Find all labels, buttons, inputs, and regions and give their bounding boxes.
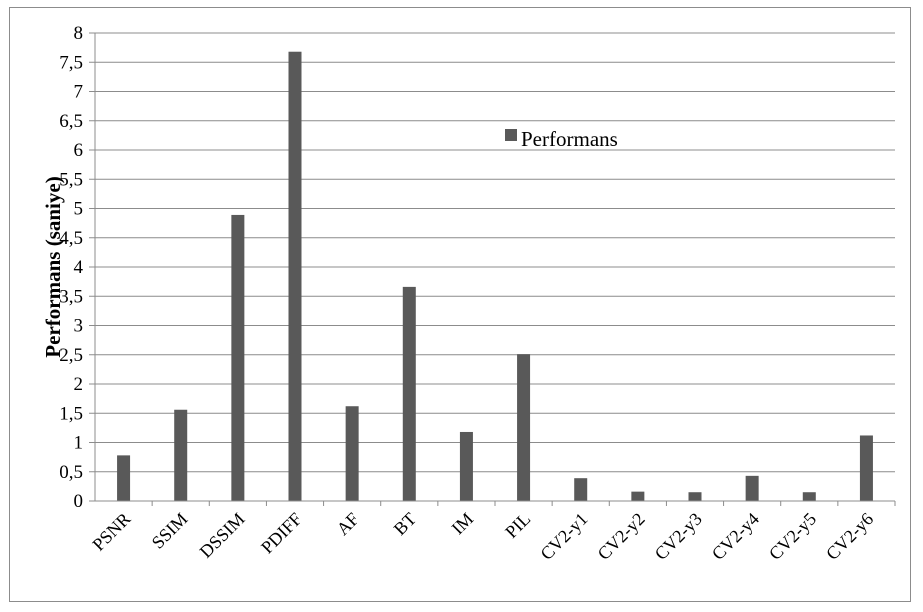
x-tick-label: PIL xyxy=(501,509,534,542)
axes xyxy=(94,33,896,506)
y-tick-label: 0,5 xyxy=(59,462,83,483)
y-tick-label: 4 xyxy=(74,257,84,278)
x-tick-label: CV2-y5 xyxy=(765,509,820,564)
x-tick-label: BT xyxy=(390,509,420,539)
bar-dssim xyxy=(231,214,245,501)
y-tick-label: 4,5 xyxy=(59,228,83,249)
y-tick-label: 2 xyxy=(74,374,84,395)
y-tick-label: 6 xyxy=(74,140,84,161)
y-tick-label: 7,5 xyxy=(59,52,83,73)
y-tick-label: 6,5 xyxy=(59,111,83,132)
x-tick-label: AF xyxy=(333,509,363,539)
x-tick-label: PDIFF xyxy=(257,509,306,558)
y-tick-label: 5 xyxy=(74,199,84,220)
legend-label: Performans xyxy=(521,127,618,151)
x-tick-label: CV2-y1 xyxy=(536,509,591,564)
bar-pil xyxy=(517,354,531,501)
y-tick-label: 8 xyxy=(74,23,84,44)
x-tick-label: CV2-y3 xyxy=(651,509,706,564)
bar-af xyxy=(345,406,359,501)
bar-ssim xyxy=(174,409,188,501)
bar-psnr xyxy=(117,455,131,501)
x-tick-label: CV2-y4 xyxy=(708,509,763,564)
legend: Performans xyxy=(505,127,618,151)
y-tick-label: 0 xyxy=(74,491,84,512)
y-tick-labels: 0 0,5 1 1,5 2 2,5 3 3,5 4 4,5 5 5,5 6 6,5 7 7,5 8 xyxy=(59,23,83,512)
bar-cv2-y3 xyxy=(688,492,702,501)
x-tick-label: CV2-y6 xyxy=(822,509,877,564)
bars xyxy=(117,51,873,501)
y-tick-label: 3 xyxy=(74,316,84,337)
chart-frame xyxy=(9,7,911,602)
x-tick-label: SSIM xyxy=(148,509,192,553)
bar-cv2-y1 xyxy=(574,478,588,501)
y-tick-label: 1,5 xyxy=(59,403,83,424)
x-tick-labels: PSNR SSIM DSSIM PDIFF AF BT IM PIL CV2-y1 CV2-y2 C… xyxy=(88,509,877,564)
y-tick-label: 1 xyxy=(74,433,84,454)
y-tick-label: 7 xyxy=(74,82,84,103)
bar-cv2-y2 xyxy=(631,491,645,501)
bar-bt xyxy=(402,286,416,501)
x-tick-label: IM xyxy=(448,509,478,539)
x-tick-label: PSNR xyxy=(88,509,134,555)
bar-pdiff xyxy=(288,51,302,501)
x-tick-label: CV2-y2 xyxy=(594,509,649,564)
gridlines xyxy=(89,32,895,502)
y-tick-label: 2,5 xyxy=(59,345,83,366)
bar-cv2-y4 xyxy=(745,475,759,501)
bar-im xyxy=(459,431,473,501)
x-tick-label: DSSIM xyxy=(196,509,249,562)
y-axis-label: Performans (saniye) xyxy=(41,176,65,357)
bar-cv2-y6 xyxy=(859,435,873,501)
bar-cv2-y5 xyxy=(802,492,816,501)
legend-swatch xyxy=(505,129,517,141)
y-tick-label: 5,5 xyxy=(59,169,83,190)
y-tick-label: 3,5 xyxy=(59,286,83,307)
